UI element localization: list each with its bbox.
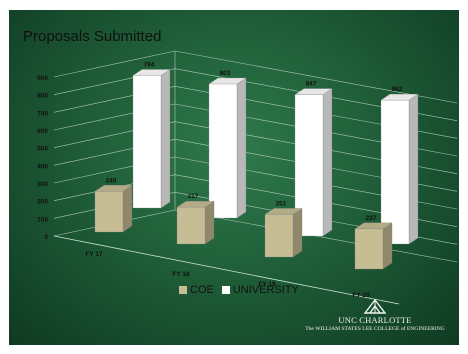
legend-item-coe: COE [179,284,214,296]
y-tick-label: 0 [44,234,48,241]
legend-label-university: UNIVERSITY [232,284,299,296]
coe-bar-2-data-label: 217 [188,193,199,200]
coe-bar-1-data-label: 240 [106,177,117,184]
x-tick-label: FY 19 [258,281,276,288]
y-tick-label: 800 [37,93,48,100]
university-bar-1 [132,75,162,209]
university-bar-4-top [380,93,419,101]
coe-bar-3-top [264,208,303,215]
coe-bar-4-data-label: 237 [366,215,377,222]
coe-bar-1 [94,191,124,233]
y-tick-label: 100 [37,216,48,223]
x-tick-label: FY 20 [352,292,370,299]
slide: 0 100 200 300 400 500 600 700 800 900 794 240 FY 17 8… [9,10,459,345]
y-tick-label: 700 [37,110,48,117]
legend-item-university: UNIVERSITY [221,284,299,296]
y-tick-label: 900 [37,75,48,82]
y-tick-label: 300 [37,181,48,188]
coe-bar-1-top [94,185,133,192]
university-bar-3-top [294,88,333,95]
university-bar-2-side [236,77,247,219]
gridline-side [53,50,176,78]
coe-bar-3-data-label: 251 [276,200,287,207]
coe-bar-2-top [176,201,215,208]
university-bar-2-data-label: 803 [220,70,231,77]
coe-bar-4-top [354,222,393,229]
university-bar-3-side [322,88,333,237]
university-logo: UNC CHARLOTTE The WILLIAM STATES LEE COL… [295,298,455,332]
university-bar-4 [380,99,410,245]
university-bar-2 [208,83,238,219]
university-bar-4-side [408,93,419,245]
legend-label-coe: COE [190,284,214,296]
y-tick-label: 400 [37,163,48,170]
y-tick-label: 600 [37,128,48,135]
floor-front-edge [53,235,400,305]
coe-bar-3-side [292,208,303,258]
university-bar-1-data-label: 794 [144,61,155,68]
chart-title: Proposals Submitted [23,28,162,45]
y-tick-label: 200 [37,199,48,206]
logo-line2: The WILLIAM STATES LEE COLLEGE of ENGINE… [305,326,445,332]
university-bar-3-data-label: 847 [306,81,317,88]
chart: 0 100 200 300 400 500 600 700 800 900 794 240 FY 17 8… [37,50,458,305]
university-bar-4-data-label: 862 [392,86,403,93]
logo-line1: UNC CHARLOTTE [338,315,412,325]
coe-bar-4-side [382,222,393,270]
legend-swatch-coe [179,286,187,294]
coe-bar-2 [176,207,206,245]
university-bar-2-top [208,77,247,85]
coe-bar-1-side [122,185,133,233]
x-tick-label: FY 17 [85,251,103,258]
coe-bar-4 [354,228,384,270]
coe-bar-2-side [204,200,215,245]
crown-icon [363,298,387,314]
y-tick-label: 500 [37,146,48,153]
coe-bar-3 [264,214,294,258]
university-bar-1-side [160,69,171,209]
x-tick-label: FY 18 [172,271,190,278]
chart-legend: COE UNIVERSITY [179,284,307,296]
legend-swatch-university [221,286,230,294]
university-bar-1-top [132,69,171,76]
